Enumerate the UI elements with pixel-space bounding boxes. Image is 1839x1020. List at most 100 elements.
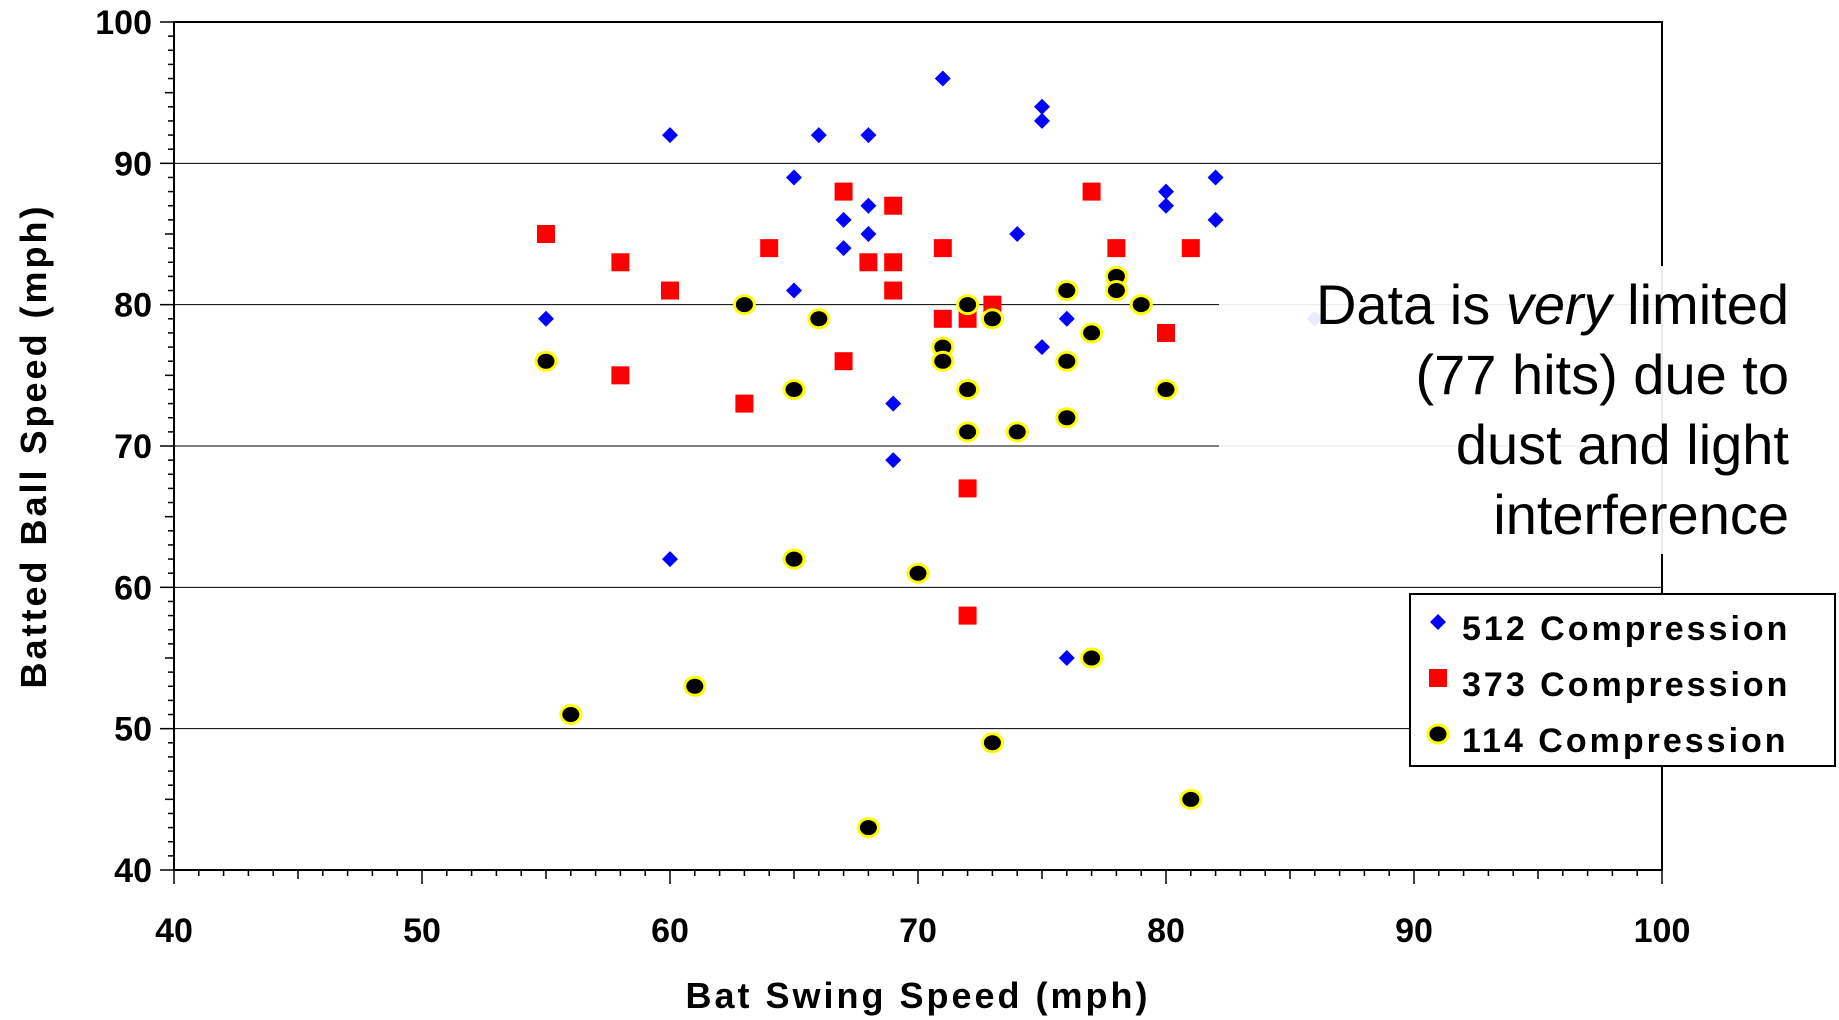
x-tick-label: 40 [155, 912, 193, 950]
point-373-compression [735, 394, 754, 413]
series-512-compression [538, 70, 1323, 666]
point-512-compression [1207, 211, 1224, 228]
point-114-compression [980, 308, 1004, 330]
x-tick-label: 90 [1395, 912, 1433, 950]
point-512-compression [835, 240, 852, 257]
point-114-compression [1179, 788, 1203, 810]
y-tick-label: 100 [95, 4, 152, 42]
point-114-compression [980, 732, 1004, 754]
legend: 512 Compression 373 Compression 114 Compre… [1409, 593, 1836, 767]
legend-item: 512 Compression [1430, 610, 1790, 648]
point-512-compression [662, 127, 678, 144]
point-373-compression [834, 182, 853, 201]
y-tick-label: 40 [114, 852, 152, 890]
point-373-compression [537, 225, 555, 243]
y-axis-tick-labels: 40 50 60 70 80 90 100 [95, 4, 152, 890]
annotation-line-1: Data is very limited [1315, 273, 1789, 336]
point-512-compression [1034, 339, 1050, 356]
point-512-compression [1207, 169, 1224, 186]
point-373-compression [1107, 239, 1126, 258]
point-512-compression [1430, 614, 1446, 630]
point-373-compression [1082, 182, 1101, 201]
point-114-compression [956, 421, 980, 443]
point-114-compression [1080, 322, 1104, 344]
point-114-compression [956, 378, 980, 400]
point-114-compression [956, 294, 980, 316]
point-373-compression [958, 479, 977, 498]
data-points [534, 70, 1323, 839]
point-114-compression [732, 294, 756, 316]
point-114-compression [782, 548, 806, 570]
point-373-compression [859, 253, 878, 272]
legend-item: 114 Compression [1426, 722, 1789, 760]
point-512-compression [860, 226, 877, 242]
point-373-compression [1157, 323, 1175, 342]
legend-label: 512 Compression [1462, 610, 1790, 648]
point-373-compression [661, 281, 679, 300]
point-373-compression [834, 352, 853, 371]
point-114-compression [1104, 280, 1128, 302]
point-114-compression [1154, 378, 1178, 400]
point-114-compression [856, 817, 880, 839]
axis-minor-ticks [160, 21, 1663, 884]
point-512-compression [1058, 650, 1075, 666]
annotation-note: Data is very limited (77 hits) due to du… [1219, 266, 1789, 554]
x-tick-label: 80 [1147, 912, 1185, 950]
point-114-compression [782, 378, 806, 400]
point-114-compression [1055, 350, 1079, 372]
point-373-compression [760, 239, 779, 258]
point-512-compression [1009, 226, 1026, 242]
x-axis-title: Bat Swing Speed (mph) [685, 975, 1150, 1016]
y-tick-label: 50 [114, 711, 152, 749]
point-512-compression [786, 169, 802, 186]
point-114-compression [1426, 723, 1450, 745]
point-114-compression [559, 704, 583, 726]
point-114-compression [906, 562, 930, 584]
point-114-compression [1080, 647, 1104, 669]
point-373-compression [933, 239, 952, 258]
point-373-compression [1429, 669, 1447, 687]
x-axis-tick-labels: 40 50 60 70 80 90 100 [155, 912, 1690, 950]
point-114-compression [931, 350, 955, 372]
annotation-line-4: interference [1493, 483, 1789, 546]
x-tick-label: 50 [403, 912, 441, 950]
point-512-compression [1034, 112, 1050, 129]
point-512-compression [1058, 310, 1075, 327]
point-512-compression [1158, 197, 1174, 214]
point-373-compression [611, 253, 630, 272]
point-512-compression [835, 211, 852, 228]
legend-box [1409, 593, 1836, 767]
point-512-compression [1158, 183, 1174, 200]
point-512-compression [885, 452, 902, 469]
point-512-compression [934, 70, 951, 87]
series-114-compression [534, 265, 1203, 839]
legend-item: 373 Compression [1429, 666, 1787, 704]
x-tick-label: 70 [899, 912, 937, 950]
point-373-compression [933, 309, 952, 328]
legend-label: 114 Compression [1462, 722, 1789, 760]
y-tick-label: 90 [114, 145, 152, 183]
point-512-compression [538, 310, 554, 327]
point-512-compression [860, 197, 877, 214]
y-tick-label: 80 [114, 287, 152, 325]
y-tick-label: 70 [114, 428, 152, 466]
annotation-line-3: dust and light [1455, 413, 1789, 476]
point-373-compression [958, 606, 977, 625]
y-tick-label: 60 [114, 569, 152, 607]
x-tick-label: 60 [651, 912, 689, 950]
point-373-compression [884, 281, 903, 300]
point-114-compression [1055, 407, 1079, 429]
point-373-compression [611, 366, 630, 385]
point-512-compression [1034, 98, 1050, 115]
point-512-compression [786, 282, 802, 299]
x-tick-label: 100 [1634, 912, 1691, 950]
point-512-compression [860, 127, 877, 144]
point-512-compression [885, 395, 902, 412]
point-373-compression [884, 196, 903, 215]
point-512-compression [662, 551, 678, 568]
point-114-compression [1055, 280, 1079, 302]
series-373-compression [537, 182, 1200, 625]
point-373-compression [884, 253, 903, 272]
point-114-compression [807, 308, 831, 330]
